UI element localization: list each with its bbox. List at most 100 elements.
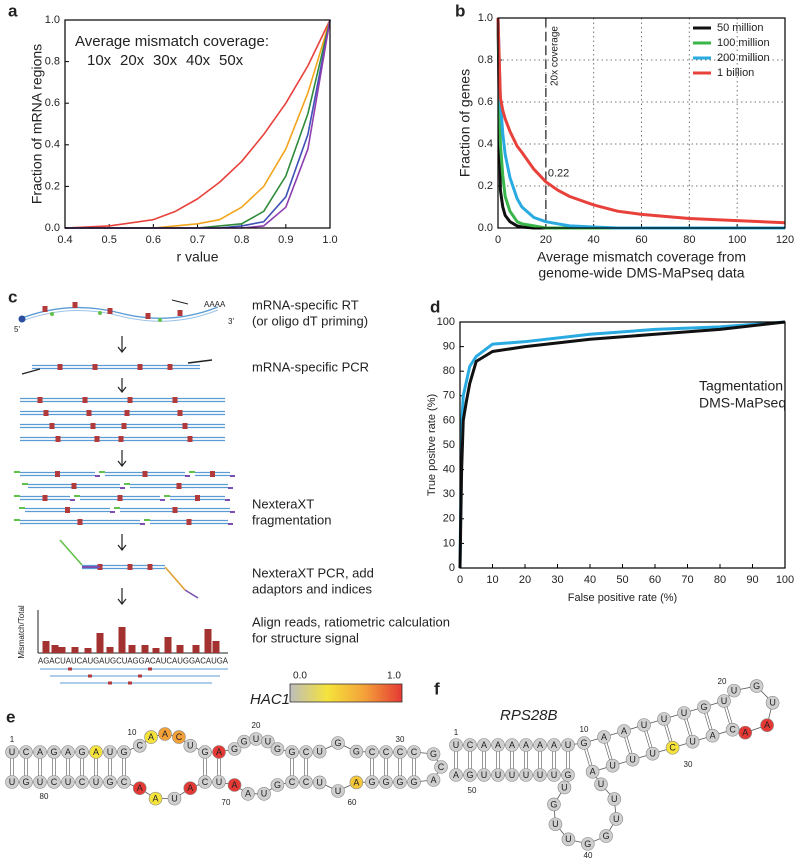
nucleotide-label: U: [629, 755, 636, 765]
nucleotide: [625, 752, 640, 767]
nucleotide: [519, 738, 533, 752]
nucleotide-label: U: [253, 734, 260, 744]
position-number: 20: [252, 721, 261, 730]
nucleotide: [61, 775, 75, 789]
plot-frame: [64, 19, 331, 229]
nucleotide: [61, 745, 75, 759]
nucleotide: [75, 775, 89, 789]
mutation-mark: [142, 471, 148, 477]
nucleotide-label: G: [274, 744, 281, 754]
primer: [187, 359, 213, 364]
nucleotide-label: C: [176, 732, 183, 742]
y-tick-label: 0.6: [478, 96, 493, 108]
position-number: 1: [10, 735, 15, 744]
mutation-mark: [210, 471, 215, 477]
mutation-mark: [182, 423, 188, 429]
nucleotide-label: A: [590, 767, 596, 777]
mutation-mark: [37, 397, 43, 403]
nucleotide-label: G: [353, 746, 360, 756]
nucleotide: [426, 773, 441, 787]
schematic-bar: [42, 641, 50, 653]
legend-entry: Tagmentation: [699, 378, 783, 394]
nucleotide-label: G: [288, 747, 295, 757]
nucleotide-label: G: [410, 777, 417, 787]
mutation-mark: [86, 410, 92, 416]
nucleotide-label: C: [289, 777, 296, 787]
nucleotide: [760, 718, 774, 733]
nucleotide: [227, 778, 242, 792]
x-tick-label: 80: [714, 574, 726, 586]
nucleotide: [605, 758, 620, 773]
legend-entry: 200 million: [717, 52, 770, 64]
nucleotide: [407, 775, 421, 789]
panel-letter: f: [434, 679, 440, 698]
position-number: 30: [684, 760, 693, 769]
nucleotide-label: G: [584, 839, 591, 849]
position-number: 70: [222, 798, 231, 807]
nucleotide-label: U: [316, 746, 323, 756]
nucleotide-label: G: [231, 744, 238, 754]
step-label: Align reads, ratiometric calculation: [252, 614, 450, 629]
x-tick-label: 0.6: [146, 234, 161, 246]
adaptor: [59, 539, 83, 566]
nucleotide-label: A: [551, 740, 557, 750]
nucleotide: [257, 787, 271, 801]
position-number: 10: [580, 725, 589, 734]
nucleotide: [19, 745, 33, 759]
schematic-bar: [192, 645, 200, 653]
nucleotide-label: U: [261, 789, 268, 799]
schematic-bar: [84, 648, 92, 653]
nucleotide-label: C: [669, 743, 676, 753]
x-axis-label: genome-wide DMS-MaPseq data: [538, 265, 744, 281]
mutation-mark: [117, 495, 123, 501]
nucleotide: [285, 775, 299, 789]
mutation-mark: [195, 495, 200, 501]
legend-entry: 30x: [153, 52, 178, 69]
nucleotide-label: C: [202, 777, 209, 787]
nucleotide: [449, 738, 463, 752]
legend-entry: 40x: [186, 52, 211, 69]
nucleotide-label: G: [22, 777, 29, 787]
nucleotide-label: A: [65, 747, 71, 757]
nucleotide-label: A: [162, 729, 168, 739]
nucleotide: [299, 775, 313, 789]
y-tick-label: 0.0: [45, 222, 60, 234]
mutation-mark: [55, 436, 61, 442]
nucleotide: [393, 775, 407, 789]
schematic-bar: [71, 647, 79, 653]
schematic-bar: [51, 645, 59, 653]
legend-entry: 50x: [219, 52, 244, 69]
x-tick-label: 50: [616, 574, 628, 586]
colorbar: [289, 683, 403, 703]
nucleotide: [33, 745, 47, 759]
nucleotide-label: A: [93, 747, 99, 757]
panel-letter: d: [430, 297, 440, 316]
y-tick-label: 0.4: [478, 138, 493, 150]
nucleotide-label: A: [495, 740, 501, 750]
nucleotide: [463, 738, 477, 752]
y-tick-label: 40: [443, 464, 455, 476]
mutation-mark: [49, 423, 55, 429]
nucleotide-label: U: [9, 747, 16, 757]
nucleotide: [725, 722, 740, 737]
nucleotide: [599, 829, 613, 843]
nucleotide-label: A: [245, 789, 251, 799]
read-mark: [148, 667, 152, 671]
nucleotide: [685, 734, 700, 749]
nucleotide-label: U: [93, 777, 100, 787]
x-axis-label: False positive rate (%): [568, 592, 677, 604]
nucleotide-label: U: [598, 779, 605, 789]
nucleotide-label: U: [495, 770, 502, 780]
x-tick-label: 1.0: [322, 234, 337, 246]
colorbar-label: 0.0: [293, 671, 307, 682]
nucleotide-label: A: [742, 728, 748, 738]
nucleotide-label: C: [438, 762, 445, 772]
mutation-mark: [121, 423, 127, 429]
data-line: [496, 17, 786, 225]
mutation-mark: [124, 410, 130, 416]
step-label: mRNA-specific RT: [252, 297, 359, 312]
nucleotide: [5, 775, 19, 789]
panel-letter: a: [8, 1, 18, 20]
mutation-mark: [42, 495, 48, 501]
nucleotide-label: U: [481, 770, 488, 780]
